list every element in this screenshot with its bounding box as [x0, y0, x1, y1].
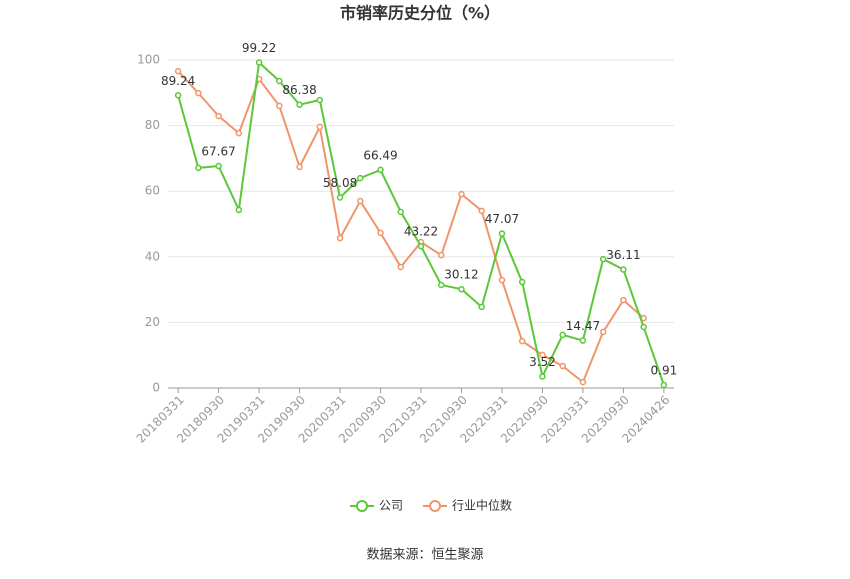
point: [296, 101, 303, 108]
point: [640, 323, 647, 331]
y-tick-label: 80: [145, 118, 160, 132]
point: [377, 229, 384, 237]
point: [620, 266, 627, 273]
data-label: 86.38: [282, 83, 316, 97]
point: [357, 174, 364, 182]
point: [478, 207, 485, 215]
point: [316, 123, 324, 131]
y-tick-label: 20: [145, 315, 160, 329]
point: [437, 281, 445, 289]
point: [174, 67, 182, 75]
point: [316, 96, 324, 104]
legend-label: 公司: [379, 499, 403, 513]
point: [498, 276, 506, 284]
point: [478, 303, 485, 311]
point: [276, 77, 283, 85]
point: [539, 373, 546, 380]
point: [336, 194, 344, 201]
point: [215, 112, 222, 120]
point: [235, 129, 243, 137]
legend-marker: [356, 500, 368, 512]
data-label: 99.22: [242, 41, 276, 55]
data-label: 89.24: [161, 74, 195, 88]
y-tick-label: 40: [145, 249, 160, 263]
data-label: 66.49: [363, 148, 397, 162]
point: [357, 197, 364, 205]
point: [539, 351, 546, 359]
point: [458, 190, 465, 198]
point: [195, 164, 202, 172]
data-label: 58.08: [323, 176, 357, 190]
legend-label: 行业中位数: [452, 498, 512, 513]
data-label: 3.52: [529, 355, 556, 369]
data-label: 47.07: [485, 212, 519, 226]
point: [195, 89, 202, 97]
point: [498, 230, 506, 237]
point: [397, 263, 405, 271]
point: [660, 381, 668, 389]
point: [458, 285, 465, 293]
y-tick-label: 60: [145, 184, 160, 198]
data-label: 36.11: [606, 248, 640, 262]
point: [620, 296, 627, 304]
data-label: 67.67: [201, 145, 235, 159]
point: [518, 278, 526, 286]
point: [336, 234, 344, 242]
point: [599, 328, 607, 336]
source: 数据来源：恒生聚源: [366, 548, 483, 563]
y-tick-label: 0: [152, 381, 160, 395]
point: [174, 92, 182, 99]
point: [417, 242, 425, 250]
point: [276, 102, 283, 110]
point: [235, 206, 243, 214]
point: [255, 59, 263, 66]
point: [559, 331, 566, 339]
chart-title: 市销率历史分位（%）: [340, 4, 500, 23]
point: [296, 163, 303, 171]
point: [437, 251, 445, 259]
data-label: 30.12: [444, 268, 478, 282]
point: [518, 337, 526, 345]
point: [579, 378, 587, 386]
point: [215, 162, 222, 170]
data-label: 43.22: [404, 225, 438, 239]
point: [377, 166, 384, 174]
point: [559, 362, 566, 370]
legend-marker: [429, 500, 442, 512]
y-tick-label: 100: [137, 53, 160, 67]
point: [579, 337, 587, 344]
point: [599, 255, 607, 263]
point: [397, 208, 405, 216]
data-label: 0.91: [651, 364, 678, 378]
data-label: 14.47: [566, 319, 600, 333]
